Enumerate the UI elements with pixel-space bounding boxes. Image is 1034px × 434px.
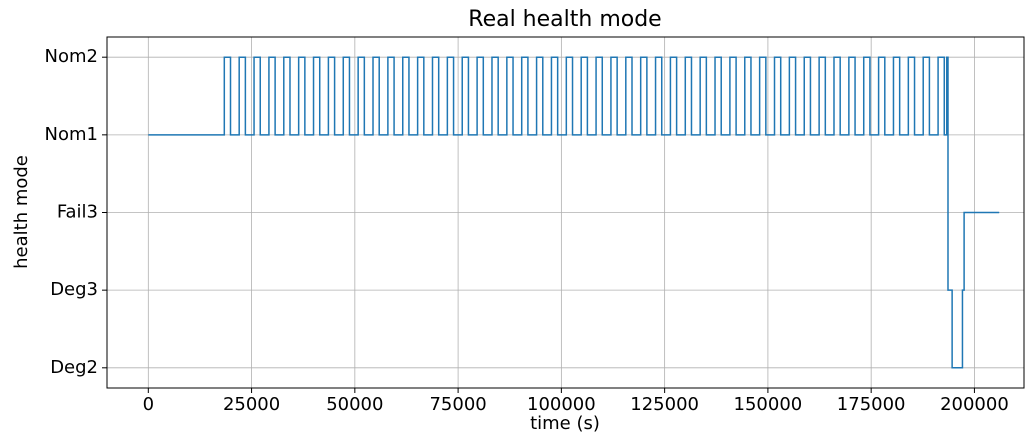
y-tick-label: Deg2 (50, 357, 98, 378)
y-tick-label: Deg3 (50, 279, 98, 300)
x-tick-label: 100000 (527, 394, 596, 415)
y-tick-label: Fail3 (57, 202, 98, 223)
x-axis-label: time (s) (530, 413, 600, 434)
chart-title: Real health mode (468, 7, 661, 32)
x-tick-label: 125000 (630, 394, 699, 415)
x-tick-label: 150000 (734, 394, 803, 415)
y-tick-label: Nom2 (45, 46, 98, 67)
x-tick-label: 0 (143, 394, 154, 415)
data-line (148, 56, 1000, 369)
x-tick-label: 50000 (326, 394, 383, 415)
x-tick-label: 75000 (429, 394, 486, 415)
y-tick-label: Nom1 (45, 124, 98, 145)
plot-frame (106, 36, 1025, 389)
x-tick-label: 200000 (940, 394, 1009, 415)
y-axis-label: health mode (11, 155, 32, 269)
x-tick-label: 175000 (837, 394, 906, 415)
x-tick-label: 25000 (223, 394, 280, 415)
